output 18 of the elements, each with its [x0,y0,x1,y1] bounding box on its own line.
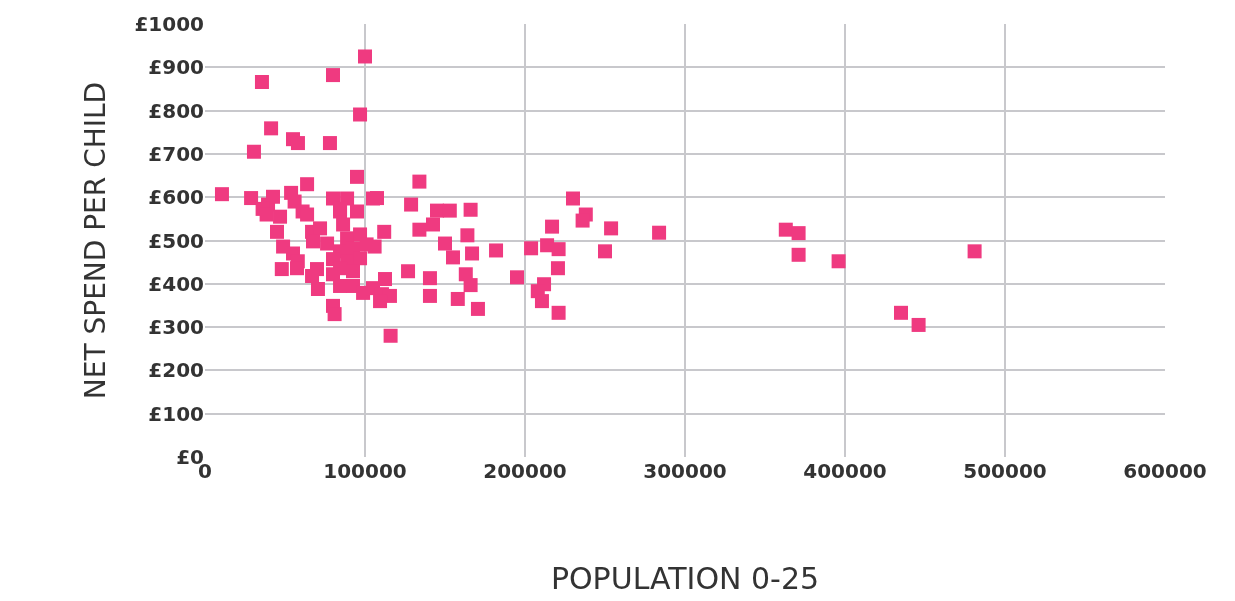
x-tick-label: 300000 [643,459,727,483]
y-tick-label: £1000 [134,12,204,36]
x-tick-label: 400000 [803,459,887,483]
y-tick-label: £200 [148,358,204,383]
y-tick-label: £600 [148,185,204,210]
x-tick-label: 100000 [323,459,407,483]
y-tick-label: £900 [148,55,204,80]
x-tick-label: 600000 [1123,459,1207,483]
y-tick-label: £800 [148,98,204,123]
y-tick-label: £500 [148,228,204,253]
x-tick-label: 500000 [963,459,1047,483]
y-tick-label: £300 [148,315,204,340]
x-axis-title: POPULATION 0-25 [550,560,820,596]
y-tick-label: £700 [148,141,204,166]
x-tick-label: 200000 [483,459,567,483]
y-axis-title: NET SPEND PER CHILD [79,81,113,400]
y-tick-label: £100 [148,401,204,426]
y-tick-label: £400 [148,271,204,296]
